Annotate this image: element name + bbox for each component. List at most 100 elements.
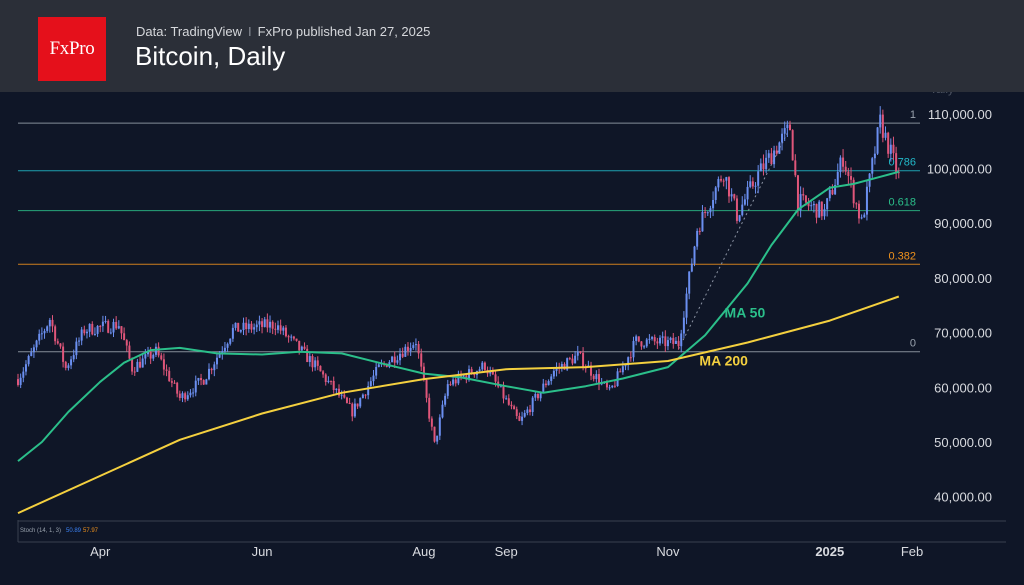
candle-body xyxy=(399,353,402,361)
candle-body xyxy=(892,144,895,154)
candle-body xyxy=(229,338,232,344)
candle-body xyxy=(531,397,534,413)
fxpro-logo[interactable]: FxPro xyxy=(38,17,106,81)
candle-body xyxy=(131,358,134,372)
candle-body xyxy=(276,325,279,330)
candle-body xyxy=(685,293,688,318)
x-tick-label: Aug xyxy=(412,544,435,559)
candle-body xyxy=(624,365,627,367)
candle-body xyxy=(507,398,510,405)
candle-body xyxy=(414,344,417,346)
stoch-label: Stoch (14, 1, 3) xyxy=(20,528,61,534)
candle-body xyxy=(377,364,380,367)
candle-body xyxy=(353,403,356,417)
candle-body xyxy=(139,361,142,368)
candle-body xyxy=(258,321,261,325)
fib-level-label: 0.618 xyxy=(888,197,916,209)
candle-body xyxy=(250,323,253,330)
candle-body xyxy=(725,177,728,181)
candle-body xyxy=(643,346,646,348)
candle-body xyxy=(505,398,508,400)
candle-body xyxy=(871,158,874,174)
candle-body xyxy=(712,199,715,209)
candle-body xyxy=(327,380,330,383)
y-tick-label: 110,000.00 xyxy=(928,107,992,122)
candle-body xyxy=(338,388,341,396)
candle-body xyxy=(669,337,672,341)
candle-body xyxy=(348,402,351,404)
candle-body xyxy=(178,393,181,398)
candle-body xyxy=(767,153,770,158)
candle-body xyxy=(738,215,741,221)
candle-body xyxy=(881,114,884,138)
candle-body xyxy=(218,353,221,358)
candle-body xyxy=(682,317,685,334)
candle-body xyxy=(433,426,436,442)
candle-body xyxy=(651,337,654,339)
x-tick-label: Feb xyxy=(901,544,923,559)
candle-body xyxy=(324,374,327,383)
candle-body xyxy=(842,157,845,167)
candle-body xyxy=(146,351,149,355)
candle-body xyxy=(470,369,473,375)
candle-body xyxy=(762,163,765,170)
candle-body xyxy=(290,336,293,338)
y-tick-label: 100,000.00 xyxy=(927,162,992,177)
candle-body xyxy=(266,319,269,328)
candle-body xyxy=(640,341,643,347)
candle-body xyxy=(802,194,805,196)
candle-body xyxy=(396,360,399,363)
candle-body xyxy=(125,340,128,346)
candle-body xyxy=(635,336,638,341)
candle-body xyxy=(303,346,306,349)
candle-body xyxy=(70,359,73,366)
ma-50-line xyxy=(17,170,900,462)
candle-body xyxy=(489,371,492,374)
candle-body xyxy=(38,333,41,341)
candle-body xyxy=(810,205,813,207)
candle-body xyxy=(815,203,818,218)
candle-body xyxy=(590,365,593,376)
candle-body xyxy=(513,406,516,410)
candle-body xyxy=(499,386,502,388)
candle-body xyxy=(518,415,521,421)
candle-body xyxy=(629,357,632,359)
candle-body xyxy=(855,203,858,205)
candle-body xyxy=(104,320,107,322)
price-chart[interactable]: Tally 40,000.00 50,000.00 60,000.00 70,000.0… xyxy=(0,92,1024,585)
candle-body xyxy=(210,368,213,371)
candle-body xyxy=(115,321,118,329)
candle-body xyxy=(574,355,577,364)
candle-body xyxy=(714,187,717,200)
candle-body xyxy=(688,271,691,294)
candle-body xyxy=(494,374,497,382)
candle-body xyxy=(743,199,746,205)
candle-body xyxy=(799,194,802,211)
candle-body xyxy=(17,379,19,385)
candle-body xyxy=(364,394,367,396)
x-tick-label: Jun xyxy=(252,544,273,559)
candle-body xyxy=(186,395,189,400)
candle-body xyxy=(446,384,449,396)
projection-dotted-line xyxy=(678,132,788,350)
x-tick-label: Sep xyxy=(495,544,518,559)
candle-body xyxy=(295,338,298,341)
candle-body xyxy=(611,385,614,388)
candle-body xyxy=(661,336,664,338)
candle-body xyxy=(221,351,224,354)
candle-body xyxy=(717,179,720,188)
candle-body xyxy=(226,343,229,348)
candle-body xyxy=(582,353,585,368)
candle-body xyxy=(865,186,868,215)
candle-body xyxy=(59,343,62,347)
candle-body xyxy=(860,217,863,219)
candle-body xyxy=(223,347,226,352)
candle-body xyxy=(88,323,91,332)
candle-body xyxy=(202,380,205,385)
candle-body xyxy=(863,214,866,218)
candle-body xyxy=(75,341,78,356)
candle-body xyxy=(237,322,240,332)
candle-body xyxy=(579,351,582,354)
candle-body xyxy=(300,346,303,351)
y-tick-label: 90,000.00 xyxy=(934,216,992,231)
